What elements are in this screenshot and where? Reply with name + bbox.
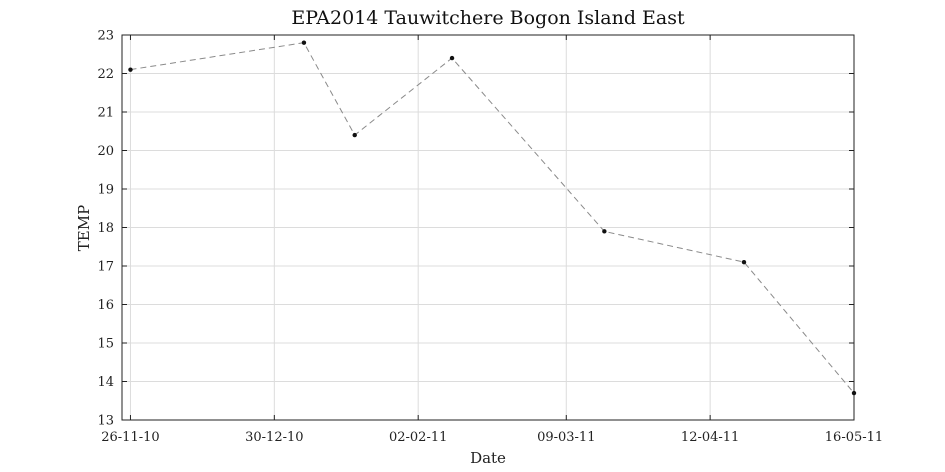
series-line <box>130 42 855 394</box>
x-axis-label: Date <box>470 449 506 467</box>
y-tick-label: 23 <box>97 29 114 44</box>
data-point <box>602 229 607 234</box>
y-axis-label: TEMP <box>75 205 93 251</box>
data-point <box>352 132 357 138</box>
tick-layer: 13 14 15 16 17 18 19 20 21 22 23 26-11-10 30-12-10 02… <box>97 29 883 446</box>
series-layer <box>128 40 857 396</box>
y-tick-label: 16 <box>97 298 114 313</box>
x-tick-label: 30-12-10 <box>245 430 303 445</box>
data-point <box>128 67 133 72</box>
y-tick-label: 14 <box>97 375 114 390</box>
x-tick-label: 02-02-11 <box>389 430 447 445</box>
x-tick-label: 12-04-11 <box>681 430 739 445</box>
x-tick-label: 26-11-10 <box>101 430 159 445</box>
y-tick-label: 13 <box>97 414 114 429</box>
data-point <box>851 390 857 396</box>
y-tick-label: 18 <box>97 221 114 236</box>
grid-layer <box>122 35 855 420</box>
y-tick-label: 15 <box>97 337 114 352</box>
data-point <box>301 40 307 45</box>
x-tick-label: 16-05-11 <box>825 430 883 445</box>
data-point <box>449 55 455 61</box>
data-point <box>741 259 747 265</box>
chart-title: EPA2014 Tauwitchere Bogon Island East <box>291 7 685 29</box>
x-tick-label: 09-03-11 <box>537 430 595 445</box>
y-tick-label: 21 <box>97 106 114 121</box>
y-tick-label: 20 <box>97 144 114 159</box>
y-tick-label: 22 <box>97 67 114 82</box>
y-tick-label: 19 <box>97 183 114 198</box>
y-tick-label: 17 <box>97 260 114 275</box>
